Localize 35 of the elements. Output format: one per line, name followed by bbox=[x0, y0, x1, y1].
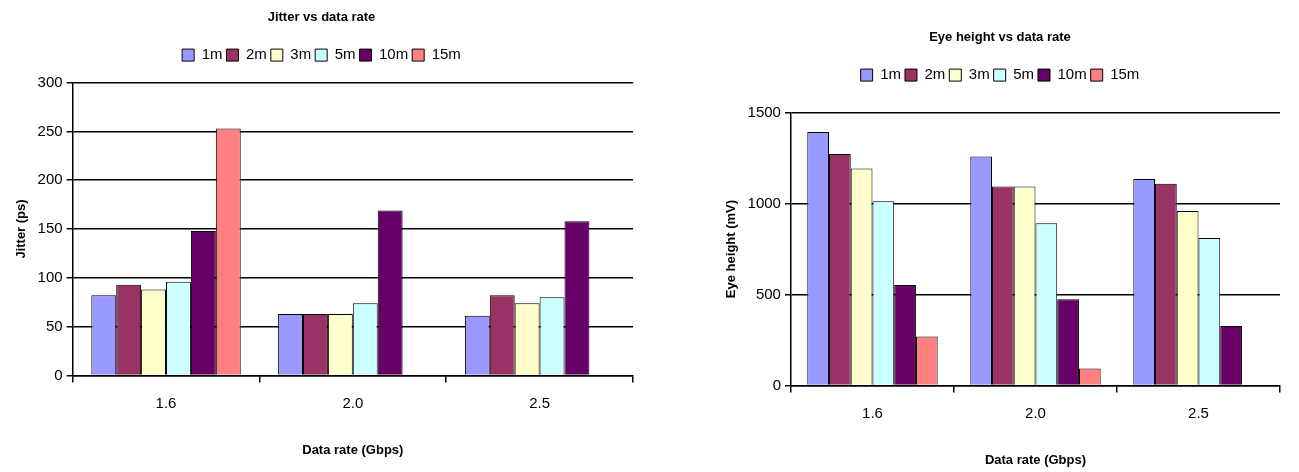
y-axis-title: Eye height (mV) bbox=[723, 199, 739, 299]
legend-label: 3m bbox=[290, 45, 312, 63]
x-tick-label: 2.5 bbox=[1188, 403, 1209, 421]
legend-label: 5m bbox=[334, 45, 356, 63]
y-tick-label: 250 bbox=[37, 121, 63, 139]
legend-label: 1m bbox=[201, 45, 223, 63]
legend-label: 10m bbox=[379, 45, 409, 63]
x-tick-label: 1.6 bbox=[155, 393, 177, 411]
legend-label: 15m bbox=[431, 45, 461, 63]
legend-label: 10m bbox=[1057, 65, 1087, 83]
x-tick-label: 2.0 bbox=[1025, 403, 1046, 421]
chart-title: Eye height vs data rate bbox=[929, 29, 1071, 45]
y-tick-label: 500 bbox=[755, 284, 781, 302]
x-tick-label: 2.5 bbox=[529, 393, 551, 411]
y-tick-label: 1500 bbox=[747, 102, 781, 120]
legend-label: 1m bbox=[880, 65, 901, 83]
legend-label: 2m bbox=[245, 45, 267, 63]
y-axis-title: Jitter (ps) bbox=[13, 199, 29, 259]
y-tick-label: 200 bbox=[37, 170, 63, 188]
y-tick-label: 150 bbox=[37, 219, 63, 237]
x-tick-label: 2.0 bbox=[342, 393, 364, 411]
legend-label: 3m bbox=[968, 65, 990, 83]
x-axis-title: Data rate (Gbps) bbox=[984, 451, 1087, 467]
x-axis-title: Data rate (Gbps) bbox=[302, 441, 404, 457]
y-tick-label: 50 bbox=[45, 316, 63, 334]
y-tick-label: 0 bbox=[772, 375, 781, 393]
y-tick-label: 0 bbox=[54, 365, 63, 383]
legend-label: 2m bbox=[924, 65, 946, 83]
chart-title: Jitter vs data rate bbox=[267, 9, 376, 25]
y-tick-label: 100 bbox=[37, 267, 63, 285]
legend-label: 5m bbox=[1013, 65, 1034, 83]
legend-label: 15m bbox=[1110, 65, 1140, 83]
y-tick-label: 1000 bbox=[747, 193, 781, 211]
x-tick-label: 1.6 bbox=[862, 403, 883, 421]
y-tick-label: 300 bbox=[37, 72, 63, 90]
